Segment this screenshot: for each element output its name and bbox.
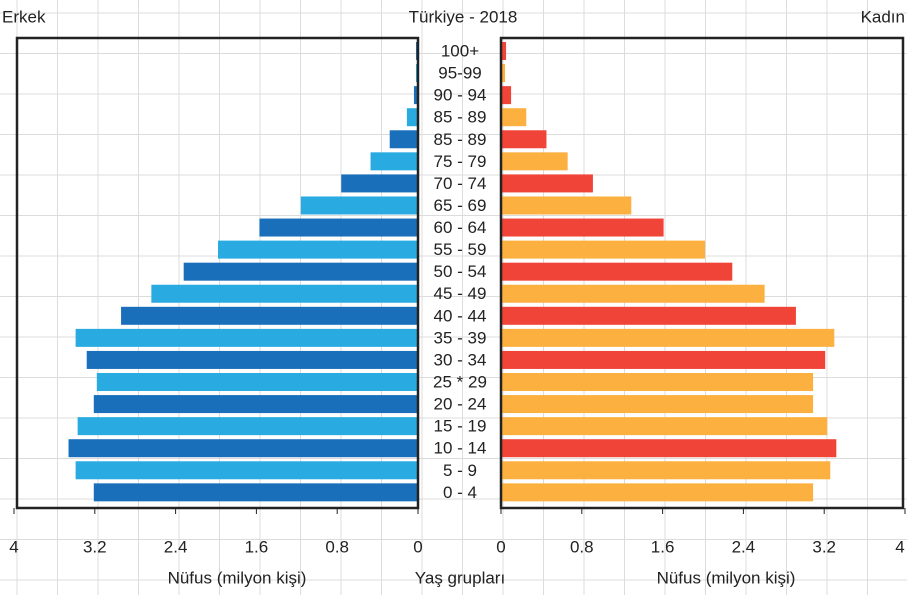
bar [300,196,418,215]
bar [96,373,418,392]
category-label: 90 - 94 [434,86,487,105]
category-label: 100+ [441,41,479,60]
category-label: 50 - 54 [434,262,487,281]
x-tick-label: 4 [9,537,18,556]
category-label: 35 - 39 [434,328,487,347]
category-label: 65 - 69 [434,196,487,215]
bar [389,130,418,149]
bar [218,240,418,259]
x-tick-label: 2.4 [164,537,188,556]
bar [501,240,706,259]
category-label: 40 - 44 [434,306,487,325]
x-tick-label: 1.6 [245,537,269,556]
category-label: 5 - 9 [443,461,477,480]
bar [501,218,664,237]
bar [501,483,814,502]
bar [501,461,831,480]
category-label: 45 - 49 [434,284,487,303]
x-tick-label: 0 [413,537,422,556]
right-series-name: Kadın [861,7,905,26]
bar [501,130,547,149]
bar [501,152,568,171]
left-series-name: Erkek [2,7,46,26]
bar [501,64,506,83]
x-axis-label: Nüfus (milyon kişi) [168,568,307,587]
bar [501,417,828,436]
bar [75,328,419,347]
chart-title: Türkiye - 2018 [409,7,518,26]
category-label: 20 - 24 [434,395,487,414]
bar [93,395,418,414]
x-tick-label: 4 [895,537,904,556]
bar [501,42,507,60]
category-label: 85 - 89 [434,130,487,149]
x-tick-label: 0.8 [325,537,349,556]
x-tick-label: 2.4 [732,537,756,556]
bar [183,262,418,281]
bar [341,174,418,193]
bar [151,284,419,303]
bar [501,284,765,303]
x-tick-label: 1.6 [651,537,675,556]
bar [501,262,733,281]
bar [501,395,814,414]
bar [501,306,796,325]
bar [77,417,418,436]
category-label: 25 * 29 [433,372,487,391]
category-label: 85 - 89 [434,108,487,127]
bar [121,306,418,325]
category-axis-label: Yaş grupları [415,568,505,587]
bar [501,108,527,127]
x-tick-label: 3.2 [83,537,107,556]
bar [370,152,418,171]
bar [68,439,418,458]
category-label: 30 - 34 [434,350,487,369]
category-label: 75 - 79 [434,152,487,171]
bar [259,218,418,237]
category-label: 60 - 64 [434,218,487,237]
category-label: 0 - 4 [443,483,477,502]
bar [93,483,418,502]
category-label: 15 - 19 [434,417,487,436]
bar [501,174,593,193]
x-tick-label: 0.8 [570,537,594,556]
bar [501,350,826,369]
bar [501,328,835,347]
category-label: 10 - 14 [434,439,487,458]
x-tick-label: 3.2 [812,537,836,556]
bar [501,86,512,105]
panel-frame [499,36,905,510]
x-tick-label: 0 [496,537,505,556]
panel-frame [15,36,420,510]
category-label: 95-99 [438,64,481,83]
x-axis-label: Nüfus (milyon kişi) [657,568,796,587]
bar [406,108,418,127]
category-label: 55 - 59 [434,240,487,259]
bar [501,373,814,392]
bar [501,196,632,215]
bar [75,461,419,480]
category-label: 70 - 74 [434,174,487,193]
bar [501,439,837,458]
bar [413,86,418,105]
bar [86,350,418,369]
